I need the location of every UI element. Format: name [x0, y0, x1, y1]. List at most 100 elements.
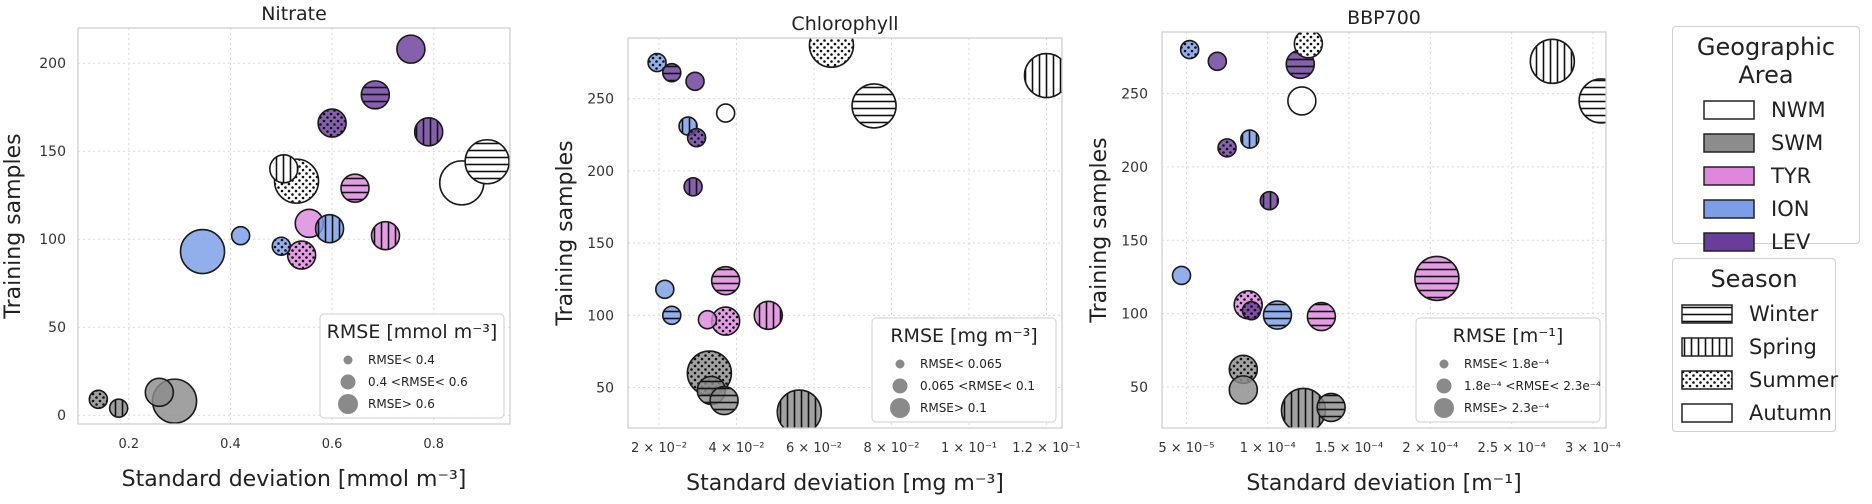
y-tick-label: 50 — [1130, 380, 1148, 396]
point-hatch — [662, 63, 681, 82]
rmse-marker-2 — [1434, 398, 1454, 418]
point-hatch — [1307, 302, 1336, 331]
point-lev-winter — [661, 62, 682, 83]
x-tick-label: 4 × 10⁻² — [708, 441, 764, 456]
plot-frame — [627, 37, 1063, 429]
legend-item-swm: SWM — [1673, 126, 1859, 159]
legend-label-autumn: Autumn — [1749, 400, 1832, 425]
y-tick-label: 250 — [587, 92, 614, 108]
plot-frame — [77, 27, 511, 425]
point-nwm-spring — [269, 154, 299, 184]
point-lev-autumn — [396, 34, 426, 64]
legend-swatch-summer — [1681, 369, 1733, 390]
point-hatch — [361, 80, 390, 109]
point-fill — [686, 72, 705, 91]
swatch-fill-nwm — [1703, 99, 1755, 120]
legend-label-lev: LEV — [1771, 229, 1811, 254]
legend-label-tyr: TYR — [1771, 163, 1812, 188]
point-tyr-winter — [1414, 255, 1460, 302]
point-ion-winter — [661, 305, 682, 326]
swatch-fill-tyr — [1703, 165, 1755, 186]
rmse-entry-0: RMSE< 0.4 — [368, 353, 435, 367]
point-hatch — [318, 109, 347, 138]
rmse-legend: RMSE [m⁻¹] RMSE< 1.8e⁻⁴ 1.8e⁻⁴ <RMSE< 2.3e… — [1415, 317, 1601, 423]
point-nwm-summer — [273, 158, 320, 204]
point-hatch — [1294, 32, 1323, 58]
point-hatch — [465, 139, 510, 184]
point-lev-summer — [1241, 300, 1262, 321]
y-axis-label: Training samples — [553, 140, 578, 326]
point-fill — [180, 229, 225, 274]
point-nwm-winter — [464, 138, 510, 185]
rmse-marker-2 — [338, 394, 358, 414]
y-tick-label: 100 — [587, 308, 614, 324]
chart-panel-2: 50 100 150 200 250 5 × 10⁻⁵ 1 × 10⁻⁴ 1.5 × 10⁻⁴… — [1087, 7, 1621, 496]
point-fill — [145, 378, 174, 407]
legend-label-winter: Winter — [1749, 301, 1819, 326]
point-hatch — [777, 390, 822, 428]
point-nwm-autumn — [715, 103, 736, 123]
point-hatch — [340, 174, 369, 203]
rmse-legend-title: RMSE [m⁻¹] — [1453, 325, 1564, 347]
point-hatch — [1281, 388, 1326, 428]
point-nwm-spring — [1529, 38, 1576, 85]
rmse-entry-1: 0.4 <RMSE< 0.6 — [368, 375, 468, 389]
rmse-entry-2: RMSE> 0.1 — [920, 401, 987, 415]
point-hatch — [1024, 53, 1062, 98]
legend-swatch-spring — [1681, 336, 1733, 357]
point-tyr-winter — [340, 173, 370, 203]
rmse-marker-1 — [892, 378, 908, 394]
point-hatch — [109, 399, 128, 418]
season-legend: Season Winter Spring Summer Autumn — [1672, 258, 1839, 432]
point-lev-winter — [360, 80, 391, 110]
swatch-fill-swm — [1703, 132, 1755, 153]
rmse-legend-box — [1415, 317, 1601, 423]
point-ion-summer — [271, 236, 292, 257]
rmse-legend-title: RMSE [mmol m⁻³] — [327, 321, 498, 343]
x-tick-label: 0.6 — [322, 437, 343, 452]
point-swm-spring — [776, 389, 823, 428]
point-nwm-winter — [1578, 78, 1606, 124]
legend-label-summer: Summer — [1749, 367, 1839, 392]
legend-label-swm: SWM — [1771, 130, 1824, 155]
y-tick-label: 150 — [39, 144, 66, 160]
point-lev-autumn — [1207, 51, 1228, 72]
x-tick-label: 5 × 10⁻⁵ — [1158, 441, 1214, 456]
point-hatch — [711, 307, 740, 336]
point-lev-spring — [1259, 190, 1280, 211]
x-tick-label: 2.5 × 10⁻⁴ — [1477, 441, 1545, 456]
point-swm-autumn — [1228, 375, 1259, 405]
point-hatch — [1317, 393, 1346, 422]
point-hatch — [1218, 138, 1237, 157]
legend-item-summer: Summer — [1673, 363, 1839, 396]
x-tick-label: 0.8 — [423, 437, 444, 452]
point-hatch — [1180, 40, 1199, 59]
point-ion-autumn — [655, 279, 675, 300]
y-tick-label: 100 — [1121, 307, 1148, 323]
point-tyr-winter — [710, 265, 741, 296]
points-group — [88, 34, 510, 424]
point-hatch — [711, 266, 740, 295]
x-tick-label: 1 × 10⁻⁴ — [1240, 441, 1296, 456]
chart-title: Nitrate — [261, 3, 327, 25]
geographic-area-legend: Geographic Area NWM SWM TYR ION LEV — [1672, 26, 1860, 254]
rmse-entry-2: RMSE> 2.3e⁻⁴ — [1464, 401, 1550, 415]
point-swm-autumn — [144, 377, 175, 408]
y-tick-label: 50 — [48, 320, 66, 336]
point-nwm-summer — [1293, 32, 1324, 59]
point-lev-summer — [686, 127, 707, 148]
point-hatch — [662, 306, 681, 325]
season-legend-title: Season — [1710, 265, 1798, 293]
point-lev-summer — [317, 108, 347, 138]
legend-item-nwm: NWM — [1673, 93, 1859, 126]
point-hatch — [809, 38, 854, 68]
x-tick-label: 1.5 × 10⁻⁴ — [1315, 441, 1383, 456]
x-tick-label: 3 × 10⁻⁴ — [1565, 441, 1621, 456]
legend-swatch-tyr — [1703, 165, 1755, 186]
point-hatch — [89, 390, 108, 409]
point-ion-winter — [1262, 300, 1293, 330]
legend-swatch-winter — [1681, 303, 1733, 324]
point-hatch — [852, 83, 897, 128]
point-hatch — [710, 386, 739, 415]
